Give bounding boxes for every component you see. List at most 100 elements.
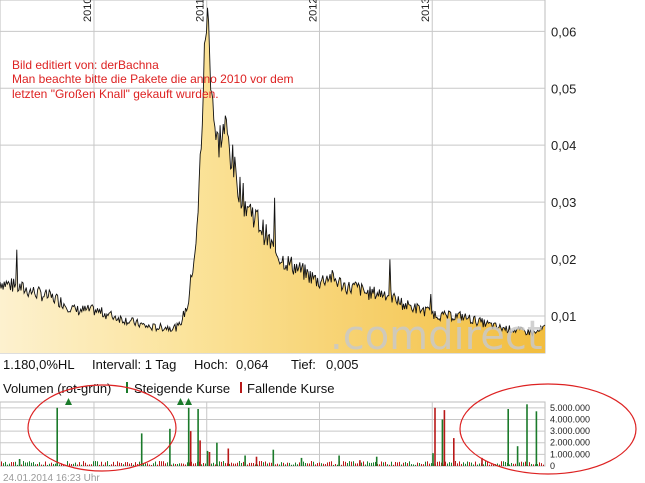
volume-background-bar (471, 462, 472, 466)
volume-tick-label-3.000.000: 3.000.000 (550, 426, 590, 436)
rising-volume-bar (375, 456, 378, 466)
volume-background-bar (107, 461, 108, 466)
year-label-2013: 2013 (420, 0, 432, 22)
volume-background-bar (153, 463, 154, 466)
falling-volume-bar (359, 460, 361, 466)
volume-background-bar (171, 464, 172, 466)
volume-background-bar (423, 464, 424, 466)
volume-background-bar (129, 463, 130, 466)
volume-background-bar (375, 461, 376, 466)
volume-background-bar (91, 464, 92, 466)
volume-background-bar (505, 461, 506, 466)
volume-background-bar (249, 462, 250, 466)
volume-background-bar (35, 464, 36, 466)
volume-background-bar (133, 464, 134, 466)
volume-background-bar (81, 464, 82, 466)
volume-background-bar (371, 462, 372, 466)
volume-background-bar (105, 462, 106, 466)
volume-background-bar (39, 462, 40, 466)
volume-background-bar (401, 464, 402, 466)
volume-background-bar (71, 464, 72, 466)
volume-background-bar (279, 464, 280, 466)
volume-background-bar (439, 461, 440, 466)
volume-background-bar (275, 464, 276, 466)
volume-background-bar (307, 463, 308, 466)
volume-background-bar (489, 464, 490, 466)
volume-background-bar (21, 464, 22, 466)
watermark-text: .comdirect (330, 313, 543, 359)
highlight-ellipse-left (27, 384, 177, 472)
volume-background-bar (137, 463, 138, 466)
volume-background-bar (221, 461, 222, 466)
rising-volume-bar (197, 409, 199, 466)
rising-volume-bar (507, 409, 509, 466)
volume-background-bar (31, 462, 32, 466)
volume-background-bar (407, 463, 408, 466)
volume-background-bar (37, 463, 38, 466)
annotation-block: Bild editiert von: derBachna Man beachte… (12, 58, 294, 101)
volume-background-bar (357, 463, 358, 466)
volume-background-bar (543, 464, 544, 466)
volume-background-bar (13, 462, 14, 466)
volume-legend-falling: Fallende Kurse (247, 381, 334, 396)
volume-background-bar (63, 464, 64, 466)
volume-background-bar (533, 464, 534, 466)
price-area-series (0, 7, 546, 354)
volume-background-bar (449, 462, 450, 466)
falling-volume-bar (227, 448, 230, 466)
volume-background-bar (203, 463, 204, 466)
volume-background-bar (373, 462, 374, 466)
volume-background-bar (185, 464, 186, 466)
volume-background-bar (187, 462, 188, 466)
volume-background-bar (195, 463, 196, 466)
volume-background-bar (493, 464, 494, 466)
volume-background-bar (265, 461, 266, 466)
rising-volume-bar (441, 419, 444, 466)
volume-background-bar (427, 461, 428, 466)
volume-background-bar (43, 464, 44, 466)
volume-background-bar (395, 461, 396, 466)
volume-background-bar (155, 461, 156, 466)
rising-volume-bar (216, 442, 218, 466)
volume-background-bar (295, 462, 296, 466)
volume-background-bar (89, 464, 90, 466)
volume-background-bar (233, 463, 234, 466)
rising-volume-bar (516, 446, 519, 466)
volume-background-bar (477, 464, 478, 466)
volume-background-bar (303, 461, 304, 466)
price-axis-labels: 0,01 0,02 0,03 0,04 0,05 0,06 (551, 24, 576, 324)
price-tick-label-0,04: 0,04 (551, 138, 576, 153)
volume-background-bar (33, 462, 34, 466)
annotation-line-2: Man beachte bitte die Pakete die anno 20… (12, 72, 294, 86)
rising-volume-bar (535, 411, 538, 466)
falling-volume-bar (434, 407, 436, 466)
volume-background-bar (177, 463, 178, 466)
volume-background-bar (231, 462, 232, 466)
volume-background-bar (309, 463, 310, 466)
falling-volume-bar (189, 431, 192, 466)
volume-background-bar (15, 461, 16, 466)
volume-background-bar (131, 463, 132, 466)
volume-background-bar (135, 462, 136, 466)
volume-background-bar (29, 461, 30, 466)
volume-background-bar (73, 463, 74, 466)
volume-background-bar (119, 462, 120, 466)
volume-background-bar (387, 464, 388, 466)
volume-background-bar (237, 462, 238, 466)
volume-background-bar (521, 461, 522, 466)
volume-legend-title: Volumen (rot-grün) (3, 381, 111, 396)
volume-background-bar (255, 464, 256, 466)
volume-background-bar (479, 463, 480, 466)
volume-background-bar (515, 463, 516, 466)
volume-background-bar (437, 461, 438, 466)
volume-background-bar (329, 461, 330, 466)
volume-background-bar (319, 462, 320, 466)
rising-volume-bar (432, 453, 434, 466)
volume-background-bar (337, 464, 338, 466)
volume-background-bar (467, 461, 468, 466)
volume-background-bar (431, 463, 432, 466)
volume-background-bar (79, 462, 80, 466)
stats-low-label: Tief: (291, 357, 316, 372)
volume-tick-label-1.000.000: 1.000.000 (550, 449, 590, 459)
